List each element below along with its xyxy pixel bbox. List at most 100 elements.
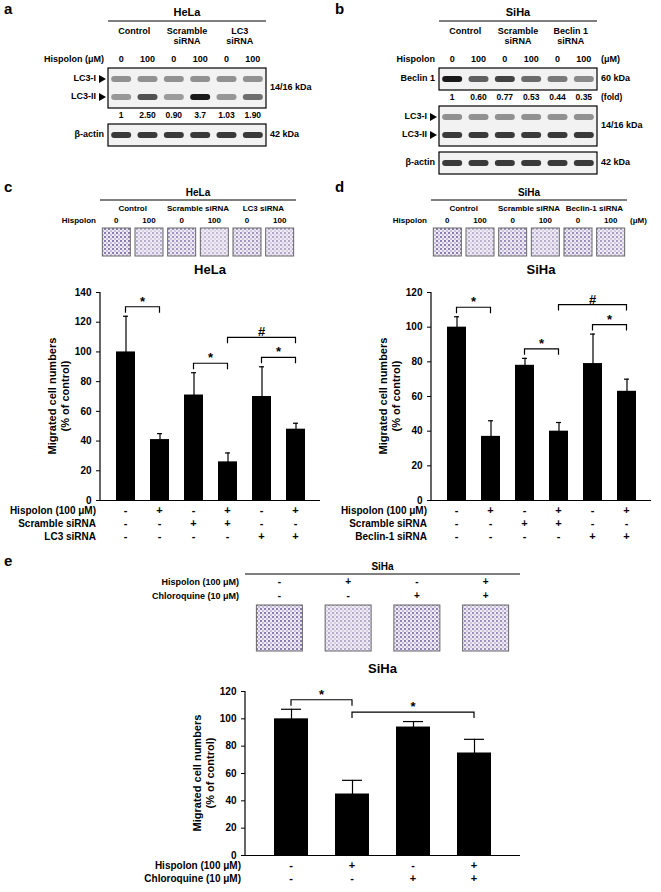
svg-text:-: - [289, 859, 293, 871]
svg-text:-: - [346, 590, 349, 601]
svg-text:Scramble siRNA: Scramble siRNA [167, 204, 229, 213]
svg-text:100: 100 [220, 713, 237, 724]
svg-text:Scramble siRNA: Scramble siRNA [349, 518, 427, 529]
svg-text:100: 100 [273, 216, 287, 225]
svg-text:-: - [625, 517, 629, 529]
svg-text:1: 1 [119, 110, 124, 120]
svg-text:*: * [410, 699, 416, 714]
svg-text:-: - [124, 504, 128, 516]
svg-text:80: 80 [225, 740, 237, 751]
svg-text:LC3: LC3 [231, 26, 248, 36]
svg-text:LC3-II: LC3-II [71, 91, 96, 101]
svg-text:(fold): (fold) [601, 92, 622, 102]
svg-text:42 kDa: 42 kDa [270, 129, 300, 139]
svg-text:-: - [523, 530, 527, 542]
svg-text:SiHa: SiHa [518, 187, 541, 198]
svg-text:40: 40 [225, 795, 237, 806]
svg-text:-: - [455, 504, 459, 516]
svg-text:0.35: 0.35 [576, 92, 593, 102]
svg-text:*: * [208, 350, 214, 365]
svg-text:0.53: 0.53 [523, 92, 540, 102]
svg-text:d: d [335, 178, 344, 195]
svg-text:0: 0 [510, 216, 515, 225]
svg-text:140: 140 [75, 287, 92, 298]
svg-text:-: - [455, 530, 459, 542]
svg-text:-: - [489, 517, 493, 529]
svg-text:Hispolon (100 μM): Hispolon (100 μM) [341, 505, 427, 516]
svg-text:Control: Control [118, 204, 146, 213]
svg-text:(μM): (μM) [630, 216, 647, 225]
svg-text:siRNA: siRNA [557, 36, 585, 46]
svg-text:100: 100 [473, 216, 487, 225]
svg-text:*: * [607, 312, 613, 327]
svg-text:100: 100 [142, 216, 156, 225]
svg-text:-: - [260, 517, 264, 529]
svg-text:SiHa: SiHa [527, 262, 557, 277]
svg-text:100: 100 [75, 346, 92, 357]
svg-text:0: 0 [114, 216, 119, 225]
svg-text:LC3-I: LC3-I [405, 111, 428, 121]
svg-text:Control: Control [449, 204, 477, 213]
svg-text:100: 100 [406, 321, 423, 332]
svg-text:80: 80 [80, 376, 92, 387]
svg-text:120: 120 [220, 686, 237, 697]
svg-text:20: 20 [225, 822, 237, 833]
svg-text:14/16 kDa: 14/16 kDa [601, 120, 644, 130]
svg-text:+: + [224, 517, 230, 529]
svg-text:+: + [555, 504, 561, 516]
svg-text:LC3 siRNA: LC3 siRNA [243, 204, 285, 213]
svg-text:Scramble: Scramble [167, 26, 208, 36]
svg-text:60: 60 [80, 406, 92, 417]
svg-text:*: * [140, 294, 146, 309]
svg-text:Hispolon: Hispolon [62, 216, 96, 225]
svg-text:(% of control): (% of control) [204, 737, 216, 808]
svg-text:0: 0 [245, 216, 250, 225]
svg-text:(μM): (μM) [601, 54, 620, 64]
svg-text:Chloroquine (10 μM): Chloroquine (10 μM) [144, 873, 241, 884]
svg-text:100: 100 [539, 216, 553, 225]
svg-text:100: 100 [245, 54, 260, 64]
svg-text:100: 100 [193, 54, 208, 64]
svg-text:-: - [124, 530, 128, 542]
svg-text:+: + [414, 590, 420, 601]
svg-text:-: - [294, 517, 298, 529]
svg-text:-: - [591, 517, 595, 529]
svg-text:Control: Control [449, 26, 481, 36]
svg-text:Beclin-1 siRNA: Beclin-1 siRNA [566, 204, 624, 213]
svg-text:100: 100 [604, 216, 618, 225]
svg-text:β-actin: β-actin [406, 157, 436, 167]
svg-text:HeLa: HeLa [174, 6, 202, 18]
svg-text:HeLa: HeLa [186, 187, 211, 198]
svg-text:*: * [539, 336, 545, 351]
svg-text:+: + [487, 504, 493, 516]
svg-text:0.44: 0.44 [549, 92, 566, 102]
svg-text:1.90: 1.90 [245, 110, 262, 120]
svg-text:-: - [278, 576, 281, 587]
svg-text:-: - [289, 872, 293, 884]
svg-text:+: + [555, 517, 561, 529]
svg-text:a: a [4, 0, 13, 17]
svg-text:100: 100 [208, 216, 222, 225]
svg-text:SiHa: SiHa [371, 561, 394, 572]
svg-text:+: + [589, 530, 595, 542]
svg-text:-: - [557, 530, 561, 542]
svg-text:+: + [483, 576, 489, 587]
svg-text:0: 0 [445, 216, 450, 225]
svg-text:60: 60 [225, 768, 237, 779]
svg-text:(% of control): (% of control) [59, 360, 71, 431]
svg-text:+: + [292, 530, 298, 542]
svg-text:Migrated cell numbers: Migrated cell numbers [377, 338, 389, 455]
svg-text:-: - [192, 504, 196, 516]
svg-text:120: 120 [406, 287, 423, 298]
svg-text:0.77: 0.77 [497, 92, 514, 102]
svg-text:siRNA: siRNA [504, 36, 532, 46]
svg-text:+: + [471, 859, 477, 871]
svg-text:-: - [124, 517, 128, 529]
svg-text:1: 1 [450, 92, 455, 102]
svg-text:-: - [523, 504, 527, 516]
svg-text:80: 80 [411, 356, 423, 367]
svg-text:Hispolon (μM): Hispolon (μM) [44, 54, 104, 64]
svg-text:Hispolon: Hispolon [397, 54, 436, 64]
svg-text:Hispolon (100 μM): Hispolon (100 μM) [161, 577, 239, 587]
svg-text:Beclin-1 siRNA: Beclin-1 siRNA [355, 531, 427, 542]
